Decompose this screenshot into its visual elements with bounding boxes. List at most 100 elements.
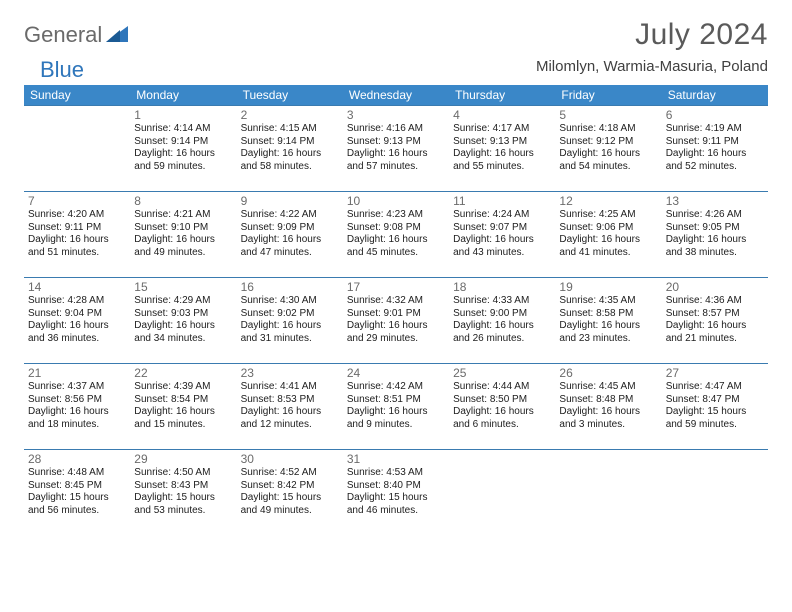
day-number: 14	[28, 280, 126, 294]
sunset-text: Sunset: 9:00 PM	[453, 308, 551, 321]
location-text: Milomlyn, Warmia-Masuria, Poland	[536, 58, 768, 75]
sunrise-text: Sunrise: 4:45 AM	[559, 381, 657, 394]
daylight-text: Daylight: 16 hours and 41 minutes.	[559, 234, 657, 259]
sunrise-text: Sunrise: 4:29 AM	[134, 295, 232, 308]
day-number: 5	[559, 108, 657, 122]
brand-part2: Blue	[40, 57, 84, 83]
sunset-text: Sunset: 9:05 PM	[666, 222, 764, 235]
daylight-text: Daylight: 16 hours and 26 minutes.	[453, 320, 551, 345]
sunset-text: Sunset: 9:02 PM	[241, 308, 339, 321]
calendar-day-cell: 14Sunrise: 4:28 AMSunset: 9:04 PMDayligh…	[24, 278, 130, 364]
weekday-header: Thursday	[449, 85, 555, 106]
month-title: July 2024	[536, 18, 768, 52]
daylight-text: Daylight: 16 hours and 51 minutes.	[28, 234, 126, 259]
sunset-text: Sunset: 9:04 PM	[28, 308, 126, 321]
calendar-day-cell: 25Sunrise: 4:44 AMSunset: 8:50 PMDayligh…	[449, 364, 555, 450]
sunset-text: Sunset: 9:09 PM	[241, 222, 339, 235]
weekday-header: Saturday	[662, 85, 768, 106]
calendar-day-cell: 29Sunrise: 4:50 AMSunset: 8:43 PMDayligh…	[130, 450, 236, 536]
sunrise-text: Sunrise: 4:41 AM	[241, 381, 339, 394]
sunset-text: Sunset: 9:08 PM	[347, 222, 445, 235]
calendar-day-cell: 28Sunrise: 4:48 AMSunset: 8:45 PMDayligh…	[24, 450, 130, 536]
weekday-header: Friday	[555, 85, 661, 106]
calendar-day-cell: 16Sunrise: 4:30 AMSunset: 9:02 PMDayligh…	[237, 278, 343, 364]
sunrise-text: Sunrise: 4:30 AM	[241, 295, 339, 308]
sunset-text: Sunset: 9:13 PM	[347, 136, 445, 149]
daylight-text: Daylight: 16 hours and 9 minutes.	[347, 406, 445, 431]
day-number: 8	[134, 194, 232, 208]
daylight-text: Daylight: 16 hours and 31 minutes.	[241, 320, 339, 345]
calendar-day-cell: 17Sunrise: 4:32 AMSunset: 9:01 PMDayligh…	[343, 278, 449, 364]
calendar-day-cell: 21Sunrise: 4:37 AMSunset: 8:56 PMDayligh…	[24, 364, 130, 450]
day-number: 7	[28, 194, 126, 208]
sunset-text: Sunset: 8:43 PM	[134, 480, 232, 493]
title-block: July 2024 Milomlyn, Warmia-Masuria, Pola…	[536, 18, 768, 75]
sunrise-text: Sunrise: 4:15 AM	[241, 123, 339, 136]
sunrise-text: Sunrise: 4:20 AM	[28, 209, 126, 222]
sunrise-text: Sunrise: 4:44 AM	[453, 381, 551, 394]
calendar-day-cell: 10Sunrise: 4:23 AMSunset: 9:08 PMDayligh…	[343, 192, 449, 278]
sunrise-text: Sunrise: 4:21 AM	[134, 209, 232, 222]
daylight-text: Daylight: 16 hours and 49 minutes.	[134, 234, 232, 259]
weekday-header: Monday	[130, 85, 236, 106]
calendar-day-cell: 5Sunrise: 4:18 AMSunset: 9:12 PMDaylight…	[555, 106, 661, 192]
brand-part1: General	[24, 22, 102, 48]
sunrise-text: Sunrise: 4:14 AM	[134, 123, 232, 136]
calendar-empty-cell	[555, 450, 661, 536]
calendar-empty-cell	[449, 450, 555, 536]
sunrise-text: Sunrise: 4:48 AM	[28, 467, 126, 480]
daylight-text: Daylight: 16 hours and 43 minutes.	[453, 234, 551, 259]
calendar-day-cell: 31Sunrise: 4:53 AMSunset: 8:40 PMDayligh…	[343, 450, 449, 536]
calendar-day-cell: 2Sunrise: 4:15 AMSunset: 9:14 PMDaylight…	[237, 106, 343, 192]
day-number: 28	[28, 452, 126, 466]
header: General July 2024 Milomlyn, Warmia-Masur…	[24, 18, 768, 75]
sunrise-text: Sunrise: 4:42 AM	[347, 381, 445, 394]
sunrise-text: Sunrise: 4:28 AM	[28, 295, 126, 308]
calendar-body: 1Sunrise: 4:14 AMSunset: 9:14 PMDaylight…	[24, 106, 768, 536]
day-number: 16	[241, 280, 339, 294]
calendar-day-cell: 18Sunrise: 4:33 AMSunset: 9:00 PMDayligh…	[449, 278, 555, 364]
day-number: 22	[134, 366, 232, 380]
sunrise-text: Sunrise: 4:22 AM	[241, 209, 339, 222]
sunset-text: Sunset: 9:13 PM	[453, 136, 551, 149]
sunrise-text: Sunrise: 4:50 AM	[134, 467, 232, 480]
sunrise-text: Sunrise: 4:53 AM	[347, 467, 445, 480]
day-number: 21	[28, 366, 126, 380]
daylight-text: Daylight: 15 hours and 59 minutes.	[666, 406, 764, 431]
daylight-text: Daylight: 16 hours and 57 minutes.	[347, 148, 445, 173]
sunrise-text: Sunrise: 4:19 AM	[666, 123, 764, 136]
daylight-text: Daylight: 16 hours and 6 minutes.	[453, 406, 551, 431]
sunrise-text: Sunrise: 4:33 AM	[453, 295, 551, 308]
day-number: 12	[559, 194, 657, 208]
calendar-day-cell: 6Sunrise: 4:19 AMSunset: 9:11 PMDaylight…	[662, 106, 768, 192]
daylight-text: Daylight: 16 hours and 23 minutes.	[559, 320, 657, 345]
daylight-text: Daylight: 16 hours and 45 minutes.	[347, 234, 445, 259]
day-number: 6	[666, 108, 764, 122]
calendar-day-cell: 19Sunrise: 4:35 AMSunset: 8:58 PMDayligh…	[555, 278, 661, 364]
sunset-text: Sunset: 8:53 PM	[241, 394, 339, 407]
calendar-week-row: 14Sunrise: 4:28 AMSunset: 9:04 PMDayligh…	[24, 278, 768, 364]
calendar-day-cell: 12Sunrise: 4:25 AMSunset: 9:06 PMDayligh…	[555, 192, 661, 278]
calendar-day-cell: 30Sunrise: 4:52 AMSunset: 8:42 PMDayligh…	[237, 450, 343, 536]
day-number: 20	[666, 280, 764, 294]
day-number: 4	[453, 108, 551, 122]
daylight-text: Daylight: 16 hours and 55 minutes.	[453, 148, 551, 173]
day-number: 10	[347, 194, 445, 208]
weekday-header: Wednesday	[343, 85, 449, 106]
sunset-text: Sunset: 9:03 PM	[134, 308, 232, 321]
sunrise-text: Sunrise: 4:35 AM	[559, 295, 657, 308]
daylight-text: Daylight: 16 hours and 21 minutes.	[666, 320, 764, 345]
day-number: 13	[666, 194, 764, 208]
calendar-empty-cell	[24, 106, 130, 192]
day-number: 17	[347, 280, 445, 294]
sunrise-text: Sunrise: 4:32 AM	[347, 295, 445, 308]
sunset-text: Sunset: 9:10 PM	[134, 222, 232, 235]
sunrise-text: Sunrise: 4:36 AM	[666, 295, 764, 308]
calendar-header-row: SundayMondayTuesdayWednesdayThursdayFrid…	[24, 85, 768, 106]
day-number: 3	[347, 108, 445, 122]
sunset-text: Sunset: 9:12 PM	[559, 136, 657, 149]
calendar-day-cell: 22Sunrise: 4:39 AMSunset: 8:54 PMDayligh…	[130, 364, 236, 450]
sunrise-text: Sunrise: 4:17 AM	[453, 123, 551, 136]
sunset-text: Sunset: 8:57 PM	[666, 308, 764, 321]
daylight-text: Daylight: 16 hours and 36 minutes.	[28, 320, 126, 345]
